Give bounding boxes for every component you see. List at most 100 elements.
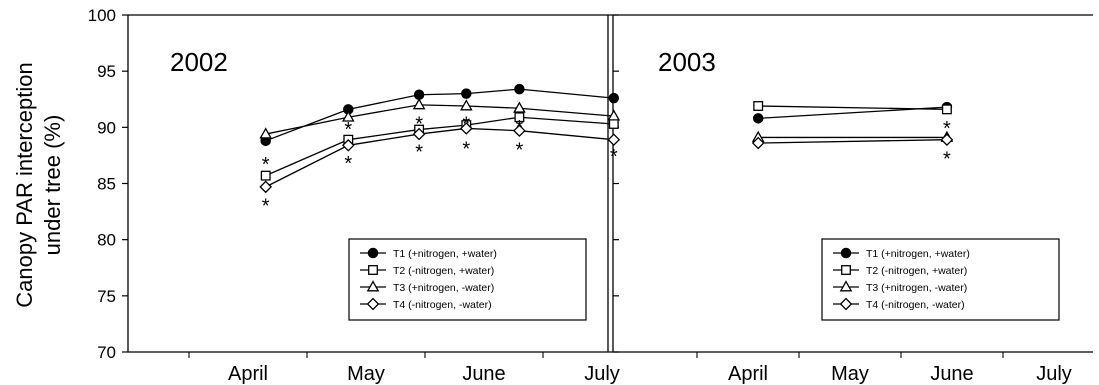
marker-filled-circle xyxy=(413,89,425,101)
significance-star: * xyxy=(415,114,423,136)
legend: T1 (+nitrogen, +water) T2 (-nitrogen, +wa… xyxy=(821,238,1060,321)
significance-star: * xyxy=(344,153,352,175)
x-tick-label: July xyxy=(1036,363,1072,385)
marker-open-square xyxy=(841,265,851,275)
marker-open-square xyxy=(260,170,271,181)
marker-open-diamond xyxy=(607,133,621,147)
significance-star: * xyxy=(262,196,270,218)
marker-open-diamond xyxy=(751,136,765,150)
series-T4 xyxy=(259,122,621,194)
legend-item-T2: T2 (-nitrogen, +water) xyxy=(833,265,967,277)
marker-open-square xyxy=(753,101,764,111)
series-line xyxy=(758,139,947,144)
marker-open-triangle xyxy=(366,280,380,292)
legend-item-T2: T2 (-nitrogen, +water) xyxy=(360,265,494,277)
marker-open-square xyxy=(368,265,378,275)
marker-open-triangle xyxy=(839,280,853,292)
y-axis-label-line-2: under tree (%) xyxy=(40,115,65,256)
series-T2 xyxy=(260,112,619,181)
y-axis-label: Canopy PAR interception under tree (%) xyxy=(12,62,65,307)
marker-open-diamond xyxy=(341,138,355,152)
marker-open-diamond xyxy=(412,127,426,141)
significance-star: * xyxy=(516,117,524,139)
series-T1 xyxy=(752,101,953,124)
series-line xyxy=(265,127,614,188)
significance-star: * xyxy=(262,154,270,176)
marker-open-diamond xyxy=(513,124,526,138)
marker-open-triangle xyxy=(459,99,473,111)
y-tick-label: 90 xyxy=(97,118,116,137)
legend-item-T4: T4 (-nitrogen, -water) xyxy=(833,297,965,311)
legend-label: T2 (-nitrogen, +water) xyxy=(866,265,967,277)
significance-star: * xyxy=(943,148,951,170)
series-line xyxy=(265,116,614,177)
legend-box xyxy=(821,238,1060,321)
x-tick-label: April xyxy=(728,363,768,385)
y-tick-label: 100 xyxy=(88,6,116,25)
significance-star: * xyxy=(344,119,352,141)
x-tick-label: May xyxy=(831,363,869,385)
marker-open-diamond xyxy=(940,133,954,147)
marker-open-triangle xyxy=(341,110,355,122)
panel-title: 2003 xyxy=(658,47,716,77)
x-tick-label: June xyxy=(462,363,505,385)
series-line xyxy=(265,88,614,142)
legend-label: T4 (-nitrogen, -water) xyxy=(393,299,492,311)
marker-filled-circle xyxy=(752,113,764,124)
significance-star: * xyxy=(610,146,618,168)
legend: T1 (+nitrogen, +water) T2 (-nitrogen, +wa… xyxy=(348,238,587,321)
panel-title: 2002 xyxy=(170,47,228,77)
marker-open-diamond xyxy=(366,297,380,311)
x-tick-label: April xyxy=(228,363,268,385)
marker-open-square xyxy=(608,119,619,129)
y-tick-label: 95 xyxy=(97,62,116,81)
y-tick-label: 80 xyxy=(97,231,116,250)
legend-item-T4: T4 (-nitrogen, -water) xyxy=(360,297,492,311)
marker-filled-circle xyxy=(514,83,525,95)
marker-open-diamond xyxy=(839,297,853,311)
significance-star: * xyxy=(516,139,524,161)
x-tick-label: June xyxy=(930,363,973,385)
legend-item-T3: T3 (+nitrogen, -water) xyxy=(360,280,494,294)
significance-star: * xyxy=(415,142,423,164)
axes-layer: 70 75 80 85 90 95 100 xyxy=(88,6,1093,362)
legend-label: T1 (+nitrogen, +water) xyxy=(393,248,497,260)
marker-filled-circle xyxy=(840,247,852,259)
series-T1 xyxy=(260,83,620,147)
series-line xyxy=(758,105,947,111)
marker-open-triangle xyxy=(412,98,426,110)
series-T3 xyxy=(259,98,621,139)
series-T2 xyxy=(753,101,952,115)
significance-star: * xyxy=(462,138,470,160)
marker-open-triangle xyxy=(259,127,273,139)
marker-open-triangle xyxy=(513,101,526,113)
y-tick-label: 75 xyxy=(97,287,116,306)
legend-label: T3 (+nitrogen, -water) xyxy=(393,282,494,294)
legend-item-T1: T1 (+nitrogen, +water) xyxy=(360,247,497,260)
y-tick-label: 85 xyxy=(97,175,116,194)
marker-open-diamond xyxy=(459,122,473,135)
y-axis-label-line-1: Canopy PAR interception xyxy=(12,62,37,307)
x-tick-label: July xyxy=(584,363,620,385)
marker-filled-circle xyxy=(608,92,620,104)
legend-label: T3 (+nitrogen, -water) xyxy=(866,282,967,294)
marker-filled-circle xyxy=(367,247,379,259)
panel-2003: 2003 April May June July * * T1 (+nitrogen, +wa… xyxy=(658,47,1072,385)
marker-open-triangle xyxy=(607,109,621,121)
series-line xyxy=(265,104,614,135)
x-tick-label: May xyxy=(347,363,385,385)
marker-filled-circle xyxy=(461,88,472,99)
legend-label: T4 (-nitrogen, -water) xyxy=(866,299,965,311)
marker-open-diamond xyxy=(259,180,273,194)
y-tick-label: 70 xyxy=(97,343,116,362)
legend-label: T2 (-nitrogen, +water) xyxy=(393,265,494,277)
marker-open-square xyxy=(514,112,525,123)
legend-box xyxy=(348,238,587,321)
marker-open-square xyxy=(941,104,952,115)
legend-label: T1 (+nitrogen, +water) xyxy=(866,248,970,260)
legend-item-T1: T1 (+nitrogen, +water) xyxy=(833,247,970,260)
significance-star: * xyxy=(462,114,470,136)
